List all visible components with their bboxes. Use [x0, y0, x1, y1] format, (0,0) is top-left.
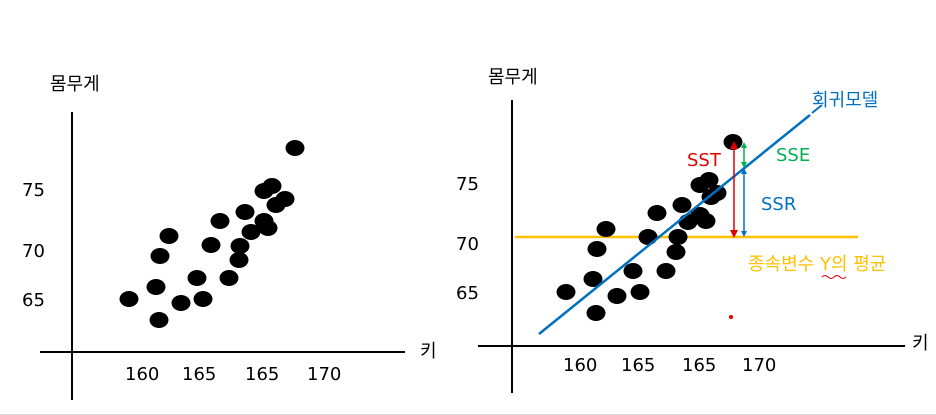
data-point [230, 238, 250, 254]
data-point [235, 204, 255, 220]
ssr-label: SSR [761, 194, 796, 215]
data-point [586, 305, 606, 321]
sse-arrow [741, 142, 747, 168]
data-point [638, 229, 658, 245]
left-y-tick: 70 [22, 241, 45, 262]
right-scatter-plot: 몸무게 키 75 70 65 160 165 165 170 종속변수 Y의 평… [456, 67, 929, 393]
data-point [119, 291, 139, 307]
right-y-tick: 65 [456, 283, 479, 304]
regression-line [538, 114, 811, 335]
spellcheck-squiggle [821, 275, 847, 279]
data-point [150, 248, 170, 264]
regression-label: 회귀모델 [812, 90, 878, 111]
regression-line-tail [811, 104, 823, 114]
stray-dot [729, 315, 733, 319]
data-point [696, 213, 716, 229]
data-point [159, 228, 179, 244]
data-point [193, 291, 213, 307]
data-point [285, 140, 305, 156]
data-point [187, 270, 207, 286]
data-point [171, 295, 191, 311]
data-point [690, 177, 710, 193]
right-x-axis-label: 키 [912, 333, 929, 354]
right-x-tick: 160 [563, 355, 597, 376]
left-y-tick: 65 [22, 290, 45, 311]
data-point [672, 197, 692, 213]
data-point [656, 263, 676, 279]
data-point [229, 252, 249, 268]
left-points-group [119, 140, 305, 328]
right-y-tick: 70 [456, 234, 479, 255]
data-point [210, 213, 230, 229]
data-point [583, 271, 603, 287]
left-scatter-plot: 몸무게 키 75 70 65 160 165 165 170 [22, 74, 437, 400]
right-y-axis-label: 몸무게 [488, 67, 538, 88]
data-point [623, 263, 643, 279]
ssr-arrow [741, 168, 747, 237]
right-y-tick: 75 [456, 174, 479, 195]
sst-arrow [730, 141, 738, 238]
left-x-tick: 160 [125, 364, 159, 385]
data-point [596, 221, 616, 237]
left-y-tick: 75 [22, 180, 45, 201]
data-point [678, 214, 698, 230]
data-point [668, 229, 688, 245]
data-point [647, 205, 667, 221]
left-x-tick: 170 [307, 364, 341, 385]
data-point [241, 224, 261, 240]
data-point [258, 220, 278, 236]
data-point [201, 237, 221, 253]
left-y-axis-label: 몸무게 [50, 74, 100, 95]
data-point [219, 270, 239, 286]
data-point [146, 279, 166, 295]
data-point [262, 178, 282, 194]
sst-label: SST [687, 150, 722, 171]
data-point [607, 288, 627, 304]
data-point [149, 312, 169, 328]
right-x-tick: 170 [742, 355, 776, 376]
mean-label: 종속변수 Y의 평균 [748, 254, 886, 275]
data-point [630, 284, 650, 300]
left-x-tick: 165 [182, 364, 216, 385]
data-point [723, 134, 743, 150]
right-x-tick: 165 [682, 355, 716, 376]
right-points-group [556, 134, 743, 321]
sse-label: SSE [776, 145, 810, 166]
data-point [666, 244, 686, 260]
data-point [266, 197, 286, 213]
data-point [587, 241, 607, 257]
left-x-tick: 165 [245, 364, 279, 385]
left-x-axis-label: 키 [420, 341, 437, 362]
data-point [556, 284, 576, 300]
data-point [701, 189, 721, 205]
right-x-tick: 165 [621, 355, 655, 376]
